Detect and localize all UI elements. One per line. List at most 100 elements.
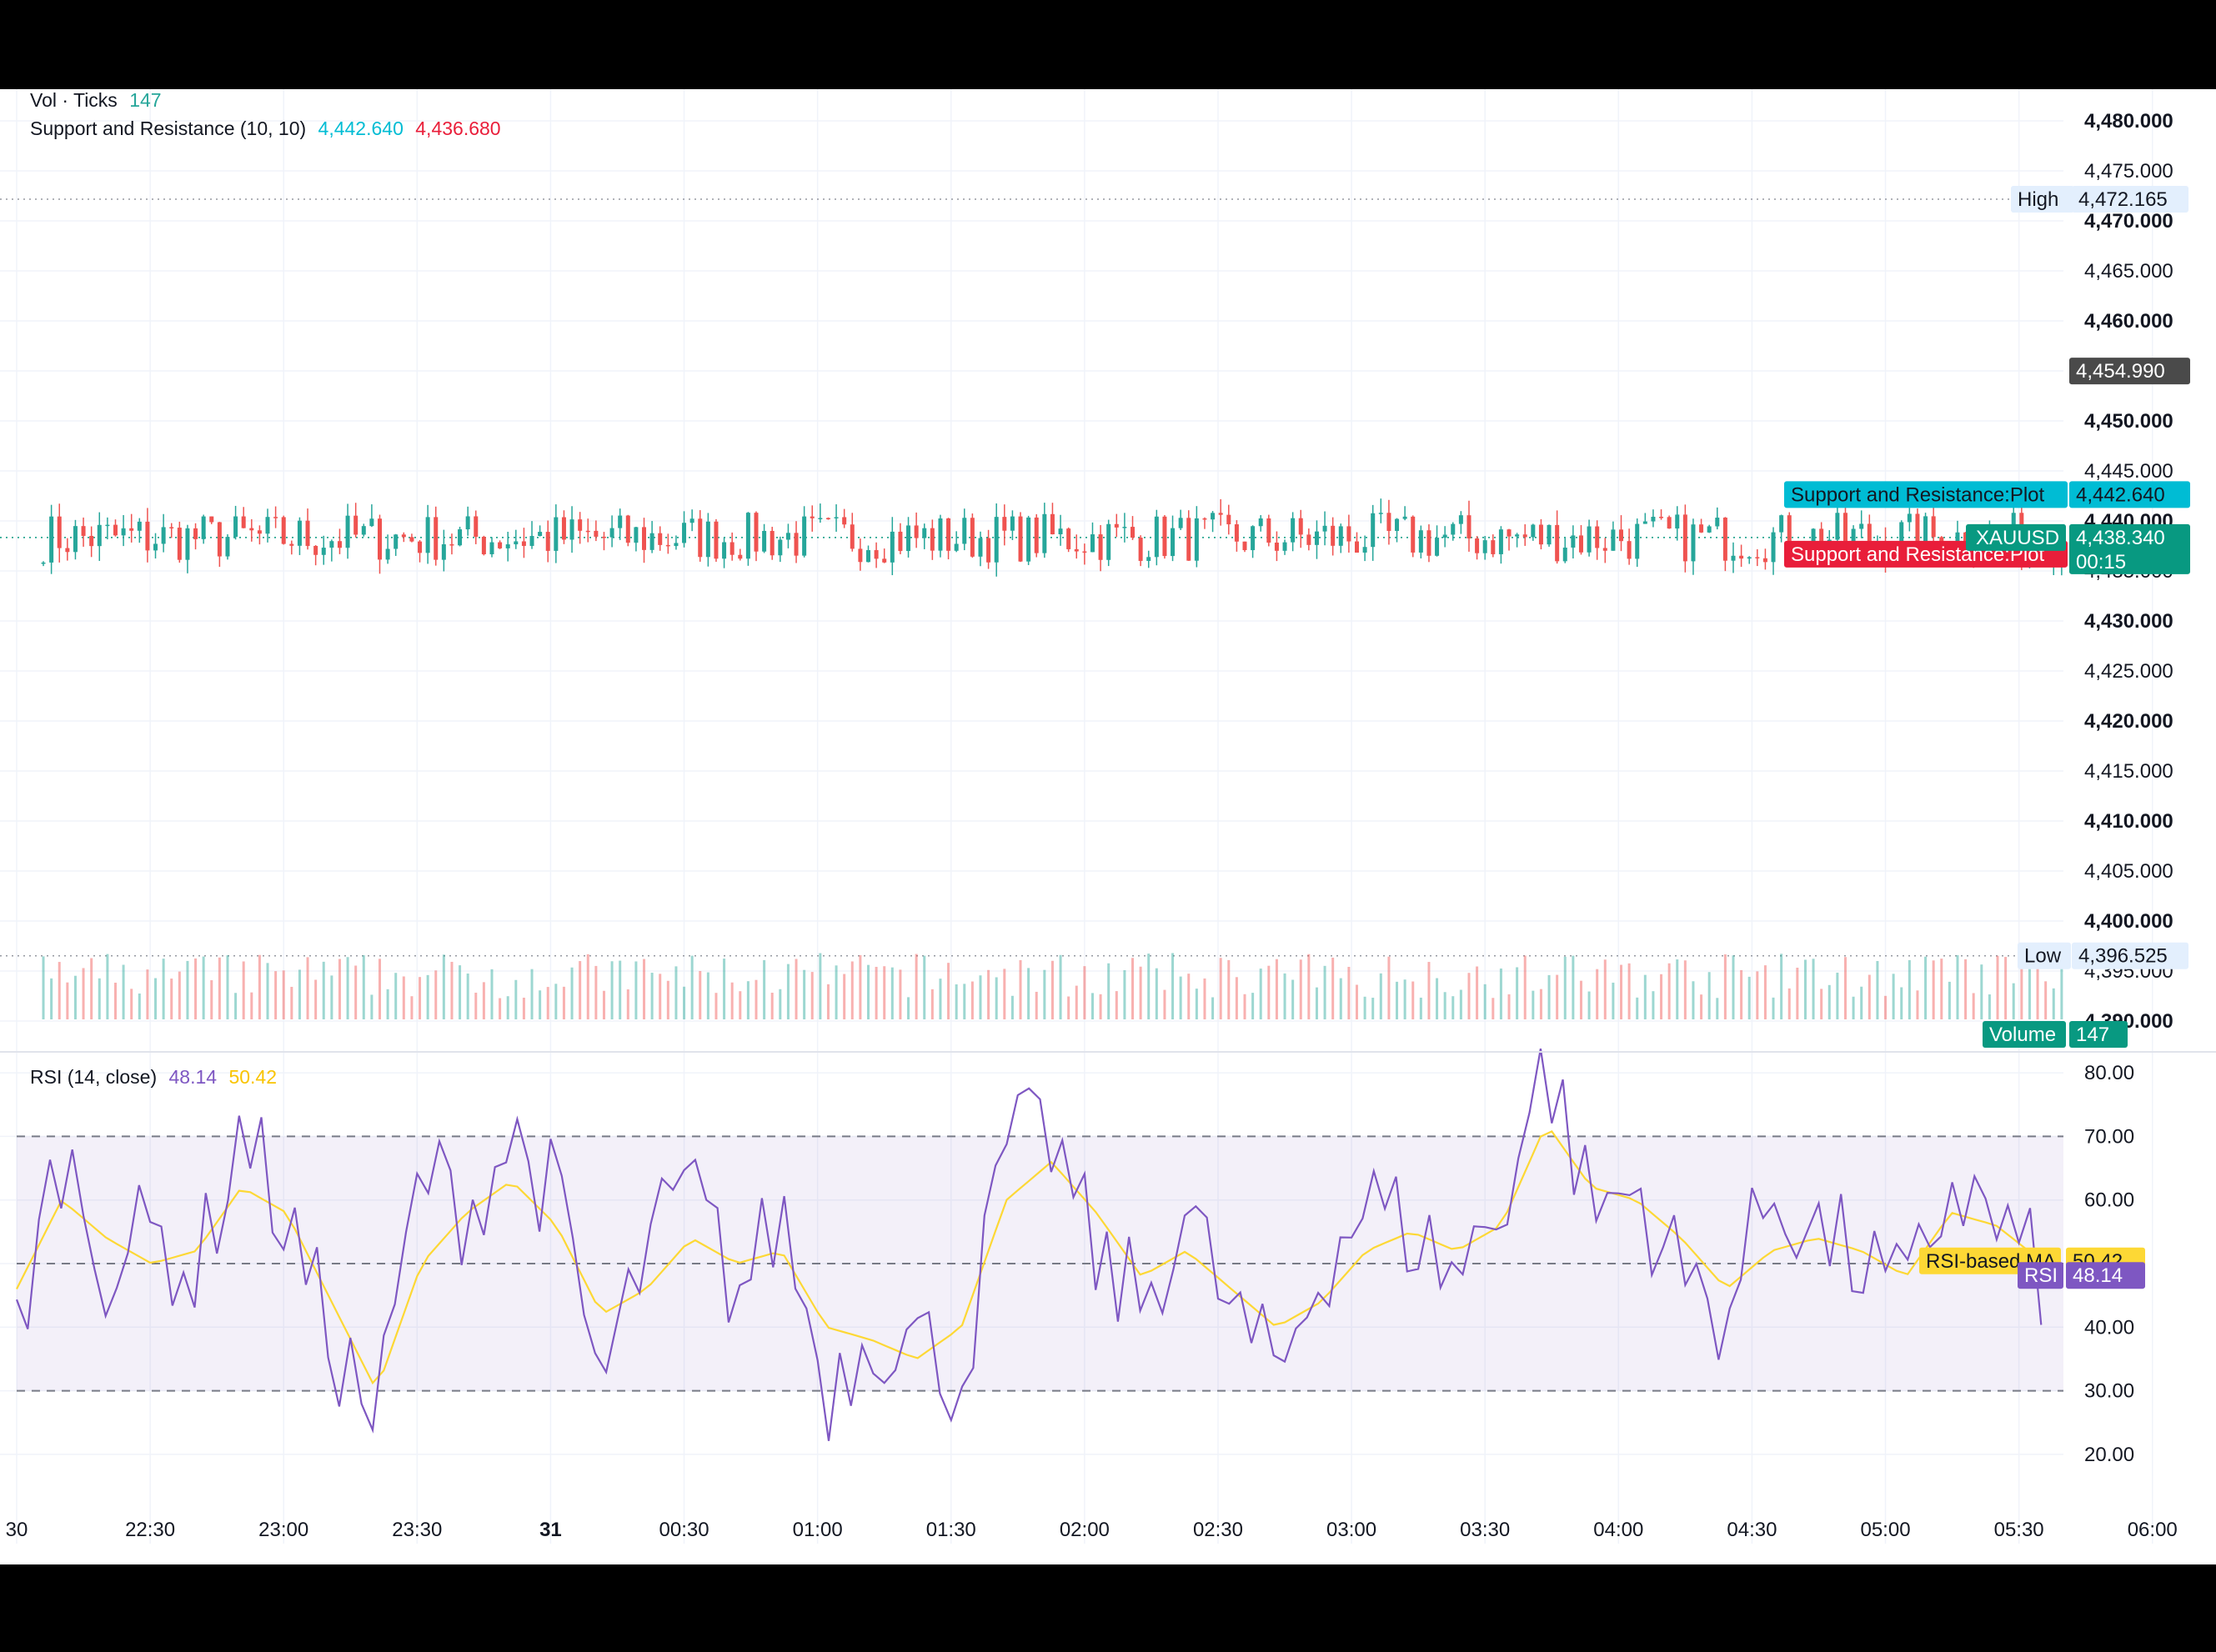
countdown-value: 00:15 — [2076, 551, 2126, 573]
candle-body — [529, 536, 534, 546]
price-tick-label: 4,450.000 — [2084, 410, 2173, 433]
chart-canvas[interactable]: 30 22:30 23:00 23:30 31 00:30 01:00 01:30 02:00 0… — [0, 89, 2216, 1564]
candle-body — [1178, 518, 1183, 528]
candle-body — [538, 532, 543, 537]
volume-bar — [619, 960, 622, 1019]
volume-bar — [1123, 970, 1126, 1019]
volume-bar — [186, 960, 189, 1019]
high-label: High — [2018, 188, 2058, 211]
candle-body — [394, 534, 399, 549]
volume-bar — [1667, 963, 1671, 1019]
volume-bar — [699, 970, 702, 1019]
volume-bar — [1291, 979, 1295, 1019]
volume-bar — [1467, 973, 1471, 1019]
volume-bar — [1652, 991, 1655, 1019]
volume-bar — [178, 971, 181, 1019]
low-label: Low — [2024, 945, 2062, 968]
volume-bar — [634, 961, 638, 1019]
volume-bar — [1099, 994, 1102, 1019]
candle-body — [425, 517, 430, 553]
volume-bar — [1596, 969, 1599, 1019]
volume-bar — [1179, 976, 1182, 1019]
chart-area[interactable]: 30 22:30 23:00 23:30 31 00:30 01:00 01:30 02:00 0… — [0, 89, 2216, 1564]
volume-bar — [1884, 995, 1888, 1019]
volume-legend-label: Vol · Ticks — [30, 89, 118, 111]
candle-body — [1066, 528, 1071, 549]
volume-bar — [322, 961, 325, 1019]
volume-bar — [1660, 974, 1663, 1019]
volume-bar — [1379, 973, 1382, 1019]
volume-bar — [1107, 963, 1111, 1019]
candle-body — [978, 538, 983, 557]
volume-axis-label: Volume — [1989, 1024, 2056, 1046]
volume-bar — [482, 982, 485, 1019]
candle-body — [257, 530, 262, 534]
volume-bar — [2060, 966, 2063, 1019]
candle-body — [1354, 541, 1359, 553]
candle-body — [674, 543, 679, 547]
volume-bar — [450, 961, 454, 1019]
candle-body — [785, 533, 790, 540]
candle-body — [1338, 526, 1343, 546]
volume-bar — [1780, 954, 1783, 1019]
candle-body — [906, 525, 911, 552]
time-tick-label: 30 — [6, 1519, 28, 1541]
volume-bar — [1852, 996, 1855, 1019]
volume-bar — [1459, 989, 1462, 1019]
volume-bar — [1988, 994, 1991, 1019]
candle-body — [153, 543, 158, 551]
volume-bar — [386, 989, 389, 1019]
volume-bar — [90, 958, 93, 1019]
candle-body — [1466, 515, 1471, 538]
candle-body — [217, 522, 222, 557]
candle-body — [161, 527, 166, 544]
candle-body — [585, 530, 590, 533]
volume-bar — [522, 997, 525, 1019]
candle-body — [321, 548, 326, 555]
volume-bar — [146, 969, 149, 1019]
candle-body — [1739, 555, 1744, 559]
volume-bar — [1483, 984, 1487, 1019]
volume-bar — [579, 961, 582, 1019]
candle-body — [1418, 530, 1423, 553]
rsi-tick-label: 40.00 — [2084, 1316, 2134, 1339]
last-price-bg — [2069, 523, 2190, 574]
volume-bar — [1683, 960, 1687, 1019]
volume-bar — [899, 969, 902, 1019]
volume-bar — [1716, 998, 1719, 1019]
volume-bar — [2012, 983, 2015, 1019]
candle-body — [890, 531, 895, 563]
volume-bar — [930, 989, 934, 1019]
time-tick-label: 03:00 — [1326, 1519, 1376, 1541]
volume-bar — [594, 965, 598, 1019]
candle-body — [1578, 535, 1583, 553]
candle-body — [209, 516, 214, 523]
price-tick-label: 4,405.000 — [2084, 860, 2173, 883]
price-tick-label: 4,465.000 — [2084, 260, 2173, 283]
candle-body — [970, 518, 975, 557]
candle-body — [313, 545, 318, 555]
candle-body — [129, 528, 134, 531]
candle-body — [649, 533, 654, 550]
candle-body — [521, 541, 526, 546]
volume-bar — [1019, 959, 1022, 1019]
volume-bar — [1868, 974, 1871, 1019]
candle-body — [418, 541, 423, 553]
price-tick-label: 4,430.000 — [2084, 610, 2173, 633]
candle-body — [1675, 514, 1680, 529]
candle-body — [1194, 518, 1199, 561]
candle-body — [1266, 518, 1271, 543]
volume-bar — [266, 963, 269, 1019]
volume-bar — [1355, 984, 1358, 1019]
volume-bar — [706, 972, 709, 1019]
time-tick-label: 00:30 — [659, 1519, 709, 1541]
candle-body — [1251, 526, 1256, 551]
volume-bar — [82, 968, 85, 1019]
volume-bar — [1027, 968, 1030, 1019]
volume-bar — [995, 977, 998, 1019]
price-tick-label: 4,480.000 — [2084, 110, 2173, 133]
symbol-tag: XAUUSD — [1976, 527, 2059, 549]
candle-body — [385, 548, 390, 560]
candle-body — [658, 533, 663, 545]
time-tick-label: 03:30 — [1460, 1519, 1510, 1541]
